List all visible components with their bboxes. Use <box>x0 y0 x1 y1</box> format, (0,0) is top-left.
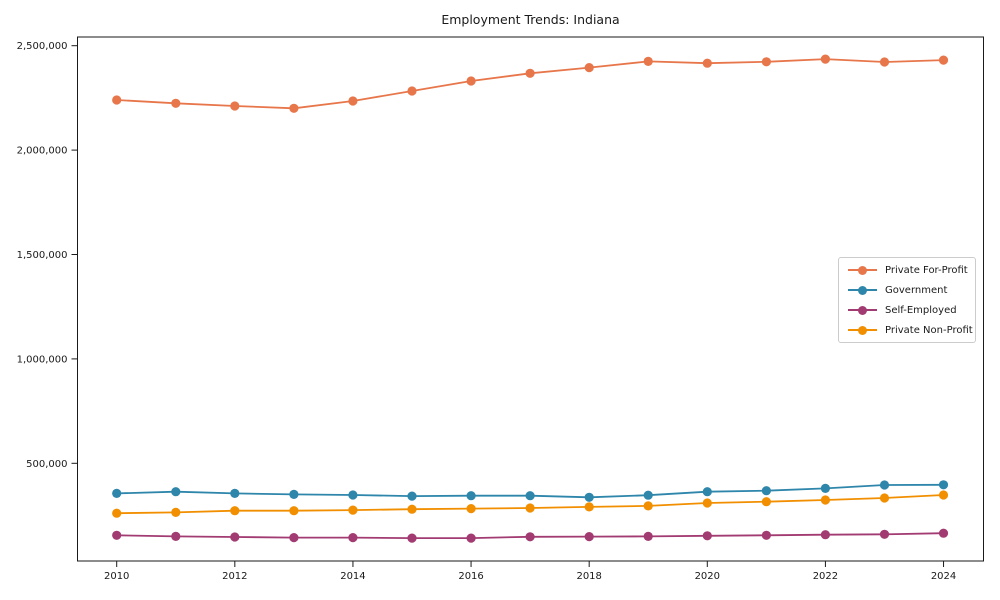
data-point-marker <box>466 76 476 86</box>
data-point-marker <box>879 480 890 490</box>
data-point-marker <box>938 480 949 490</box>
legend-item-label: Private Non-Profit <box>885 324 973 336</box>
data-point-marker <box>643 531 653 542</box>
data-point-marker <box>112 95 122 105</box>
x-axis-tick-label: 2024 <box>931 571 956 582</box>
x-axis-tick-label: 2016 <box>458 571 483 582</box>
data-point-marker <box>702 58 712 68</box>
data-point-marker <box>643 490 653 500</box>
data-point-marker <box>230 532 240 542</box>
data-point-marker <box>643 56 653 66</box>
legend-dot <box>858 325 867 335</box>
data-point-marker <box>466 533 476 543</box>
data-point-marker <box>584 63 594 73</box>
legend-item-label: Private For-Profit <box>885 264 968 276</box>
data-point-marker <box>584 532 594 542</box>
data-point-marker <box>289 533 299 543</box>
data-point-marker <box>289 103 299 113</box>
x-axis-tick-label: 2014 <box>340 571 365 582</box>
data-point-marker <box>879 57 890 67</box>
legend-item-label: Self-Employed <box>885 304 957 316</box>
legend-item: Private Non-Profit <box>839 321 975 339</box>
data-point-marker <box>171 531 181 542</box>
series-line <box>115 58 945 110</box>
data-point-marker <box>702 487 712 497</box>
data-point-marker <box>348 505 358 515</box>
data-point-marker <box>348 96 358 106</box>
x-axis-tick-label: 2012 <box>222 571 247 582</box>
data-point-marker <box>348 533 358 543</box>
data-point-marker <box>407 533 417 543</box>
data-point-marker <box>879 493 890 503</box>
x-axis-tick-label: 2018 <box>576 571 601 582</box>
axes-frame <box>77 36 984 562</box>
legend-marker-icon <box>848 305 877 315</box>
data-point-marker <box>584 502 594 512</box>
data-point-marker <box>289 489 299 499</box>
y-axis-tick-label: 500,000 <box>26 459 67 470</box>
data-point-marker <box>230 488 240 498</box>
x-axis-tick-label: 2010 <box>104 571 129 582</box>
legend-dot <box>858 305 867 315</box>
data-point-marker <box>230 506 240 516</box>
data-point-marker <box>289 506 299 516</box>
data-point-marker <box>584 492 594 502</box>
data-point-marker <box>761 530 772 540</box>
data-point-marker <box>938 528 949 538</box>
data-point-marker <box>643 501 653 511</box>
legend-item: Self-Employed <box>839 301 975 319</box>
data-point-marker <box>112 508 122 518</box>
legend-dot <box>858 265 867 275</box>
data-point-marker <box>407 491 417 501</box>
legend-item: Private For-Profit <box>839 261 975 279</box>
legend-marker-icon <box>848 285 877 295</box>
data-point-marker <box>820 495 831 505</box>
data-point-marker <box>171 487 181 497</box>
y-axis-tick-label: 2,000,000 <box>17 146 68 157</box>
data-point-marker <box>112 488 122 498</box>
data-point-marker <box>525 491 535 501</box>
legend-marker-icon <box>848 265 877 275</box>
data-point-marker <box>761 497 772 507</box>
legend-marker-icon <box>848 325 877 335</box>
legend-dot <box>858 285 867 295</box>
data-point-marker <box>820 54 831 64</box>
data-point-marker <box>879 529 890 539</box>
data-point-marker <box>938 490 949 500</box>
data-point-marker <box>171 507 181 517</box>
y-axis-tick-label: 2,500,000 <box>17 41 68 52</box>
data-point-marker <box>348 490 358 500</box>
legend-item-label: Government <box>885 284 948 296</box>
legend: Private For-Profit Government Self-Employe… <box>838 257 976 343</box>
y-axis-tick-label: 1,000,000 <box>17 354 68 365</box>
data-point-marker <box>820 483 831 493</box>
data-point-marker <box>525 68 535 78</box>
data-point-marker <box>466 491 476 501</box>
data-point-marker <box>938 55 949 65</box>
x-axis-tick-label: 2022 <box>813 571 838 582</box>
data-point-marker <box>525 532 535 542</box>
data-point-marker <box>761 57 772 67</box>
data-point-marker <box>820 530 831 540</box>
chart-title: Employment Trends: Indiana <box>441 12 620 27</box>
data-point-marker <box>525 503 535 513</box>
data-point-marker <box>230 101 240 111</box>
data-point-marker <box>761 486 772 496</box>
y-axis-tick-label: 1,500,000 <box>17 250 68 261</box>
legend-item: Government <box>839 281 975 299</box>
data-point-marker <box>702 531 712 541</box>
x-axis-tick-label: 2020 <box>695 571 720 582</box>
data-point-marker <box>466 504 476 514</box>
data-point-marker <box>171 98 181 108</box>
data-point-marker <box>112 530 122 540</box>
data-point-marker <box>407 86 417 96</box>
data-point-marker <box>407 504 417 514</box>
data-point-marker <box>702 498 712 508</box>
